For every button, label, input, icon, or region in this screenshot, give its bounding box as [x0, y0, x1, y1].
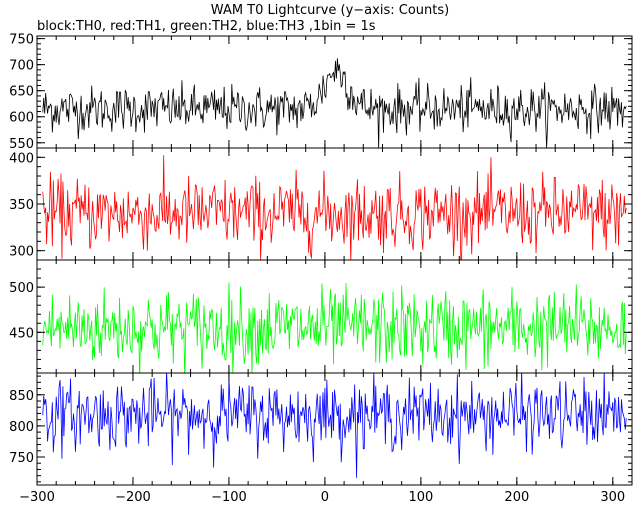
y-tick-label: 650 — [9, 85, 34, 100]
y-tick-label: 750 — [9, 33, 34, 48]
y-tick-label: 550 — [9, 137, 34, 152]
x-tick-label: −200 — [115, 490, 151, 505]
panel-th3: 750 800 850 — [9, 368, 632, 485]
series-line-th2 — [43, 283, 626, 384]
y-tick-label: 850 — [9, 389, 34, 404]
x-tick-label: −100 — [211, 490, 247, 505]
chart-subtitle: block:TH0, red:TH1, green:TH2, blue:TH3 … — [37, 19, 376, 34]
panel-th0: 550 600 650 700 750 — [9, 33, 632, 152]
y-tick-label: 350 — [9, 198, 34, 213]
series-line-th1 — [43, 155, 626, 284]
y-tick-label: 750 — [9, 451, 34, 466]
y-tick-label: 600 — [9, 111, 34, 126]
panel-th1: 300 350 400 — [9, 148, 632, 285]
panel-th2: 450 500 — [9, 260, 632, 383]
chart-title: WAM T0 Lightcurve (y−axis: Counts) — [211, 3, 449, 18]
x-tick-label: −300 — [19, 490, 55, 505]
x-tick-label: 300 — [600, 490, 625, 505]
y-tick-label: 400 — [9, 151, 34, 166]
y-tick-label: 700 — [9, 59, 34, 74]
x-axis: −300 −200 −100 0 100 200 300 — [19, 490, 625, 505]
x-tick-label: 0 — [321, 490, 329, 505]
x-tick-label: 200 — [504, 490, 529, 505]
y-tick-label: 300 — [9, 245, 34, 260]
series-line-th0 — [43, 58, 626, 149]
y-tick-label: 800 — [9, 420, 34, 435]
series-line-th3 — [43, 368, 626, 477]
y-tick-label: 450 — [9, 326, 34, 341]
x-tick-label: 100 — [408, 490, 433, 505]
y-tick-label: 500 — [9, 281, 34, 296]
panels-group: 550 600 650 700 750 300 350 400 450 500 750 800 850 — [9, 33, 632, 485]
